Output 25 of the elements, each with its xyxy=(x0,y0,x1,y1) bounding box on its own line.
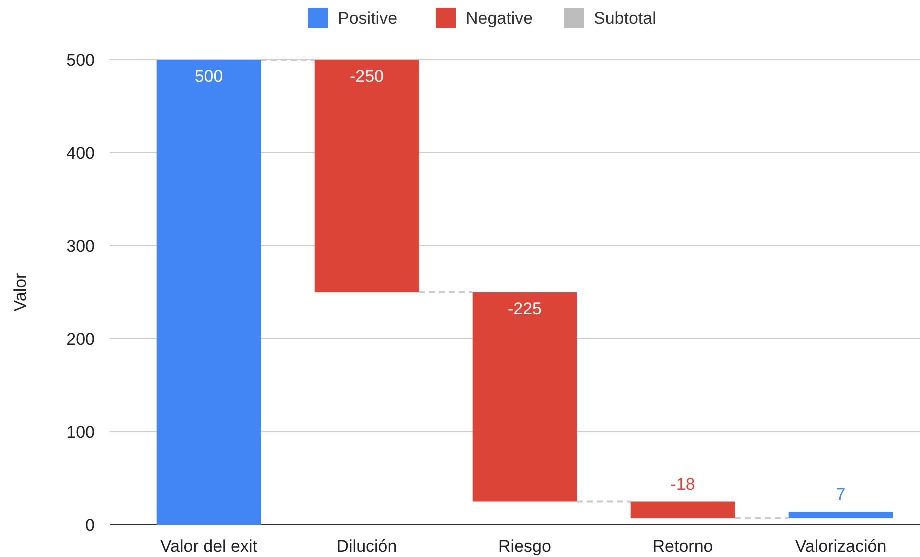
data-label: -225 xyxy=(508,300,542,318)
x-tick-label: Valor del exit xyxy=(160,537,258,556)
data-label: -18 xyxy=(670,474,696,494)
x-tick-label: Retorno xyxy=(652,537,714,556)
legend-label: Negative xyxy=(466,9,534,28)
y-tick-label: 200 xyxy=(66,330,95,349)
data-label: 7 xyxy=(836,484,846,504)
legend-label: Positive xyxy=(338,9,398,28)
data-label: 500 xyxy=(194,67,224,86)
bar xyxy=(314,60,420,292)
y-tick-label: 400 xyxy=(66,144,95,163)
bar xyxy=(788,512,894,518)
x-tick-label: Riesgo xyxy=(498,537,552,556)
x-tick-label: Dilución xyxy=(336,537,398,556)
y-tick-label: 100 xyxy=(66,423,95,442)
legend-label: Subtotal xyxy=(594,9,656,28)
y-tick-label: 300 xyxy=(66,237,95,256)
x-tick-label: Valorización xyxy=(795,537,887,556)
bar xyxy=(156,60,262,525)
y-axis-title: Valor xyxy=(11,272,30,312)
y-tick-label: 0 xyxy=(86,516,95,535)
y-tick-label: 500 xyxy=(66,51,95,70)
bar xyxy=(472,292,578,502)
data-label: -250 xyxy=(350,67,384,86)
bar xyxy=(630,502,736,518)
